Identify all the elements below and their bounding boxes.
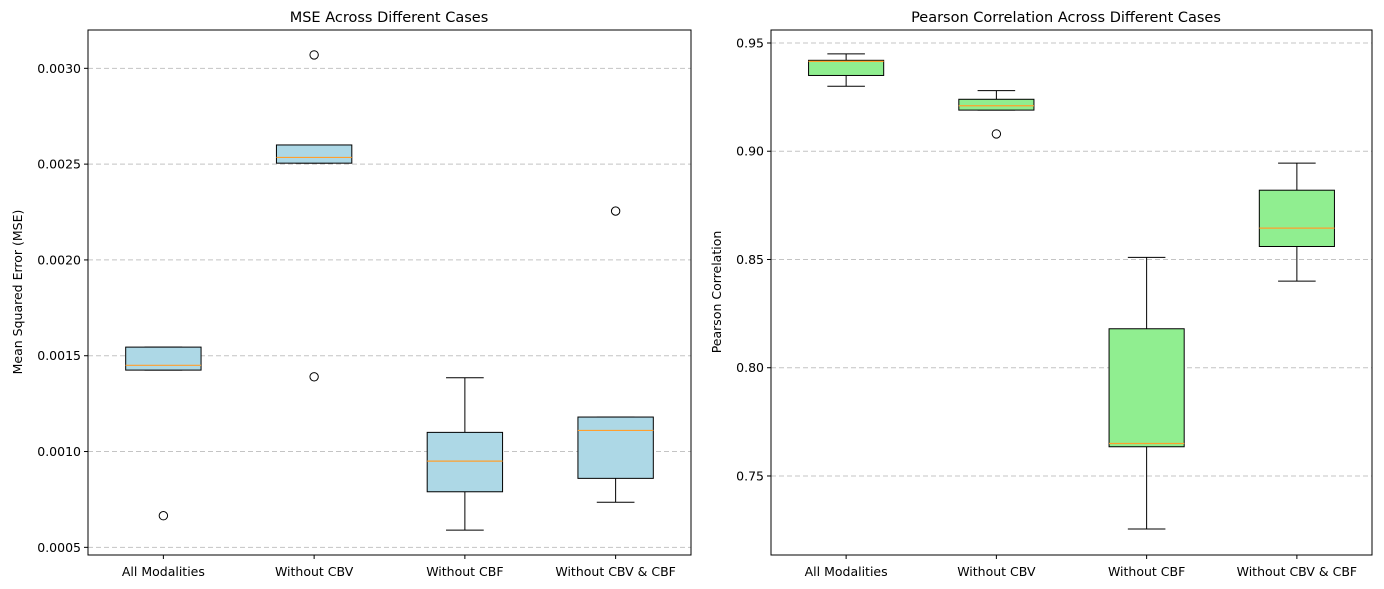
x-tick-label: All Modalities: [805, 564, 888, 579]
y-tick-label: 0.0005: [37, 540, 81, 555]
x-tick-label: Without CBF: [1108, 564, 1185, 579]
y-axis-label: Pearson Correlation: [709, 231, 724, 354]
y-tick-label: 0.0030: [37, 61, 81, 76]
outlier-point: [991, 129, 1002, 139]
outlier-point: [309, 372, 319, 382]
y-tick-label: 0.90: [736, 144, 764, 159]
box: [808, 59, 885, 76]
plot-frame: [87, 29, 692, 556]
x-tick-label: Without CBV & CBF: [555, 564, 675, 579]
y-tick-label: 0.0020: [37, 252, 81, 267]
y-tick-label: 0.80: [736, 360, 764, 375]
y-tick-label: 0.0025: [37, 157, 81, 172]
x-tick-label: Without CBV & CBF: [1237, 564, 1357, 579]
box: [275, 144, 353, 164]
x-tick-label: Without CBV: [275, 564, 354, 579]
outlier-point: [610, 206, 621, 216]
box: [125, 346, 202, 371]
y-axis-label: Mean Squared Error (MSE): [10, 210, 25, 375]
mse-boxplot-panel: MSE Across Different Cases Mean Squared …: [10, 10, 692, 579]
y-tick-label: 0.75: [736, 468, 764, 483]
box: [958, 98, 1035, 111]
box: [577, 416, 654, 479]
y-tick-label: 0.0015: [37, 348, 81, 363]
chart-title: Pearson Correlation Across Different Cas…: [911, 10, 1221, 26]
chart-title: MSE Across Different Cases: [290, 10, 489, 26]
outlier-point: [158, 511, 169, 521]
outlier-point: [309, 50, 319, 60]
y-tick-label: 0.95: [736, 35, 764, 50]
box: [1258, 189, 1335, 247]
box: [426, 431, 504, 493]
x-tick-label: All Modalities: [122, 564, 205, 579]
x-tick-label: Without CBF: [426, 564, 503, 579]
box: [1108, 328, 1185, 448]
y-tick-label: 0.85: [736, 252, 764, 267]
x-tick-label: Without CBV: [957, 564, 1036, 579]
pearson-boxplot-panel: Pearson Correlation Across Different Cas…: [709, 10, 1373, 579]
plot-frame: [770, 29, 1373, 556]
y-tick-label: 0.0010: [37, 444, 81, 459]
